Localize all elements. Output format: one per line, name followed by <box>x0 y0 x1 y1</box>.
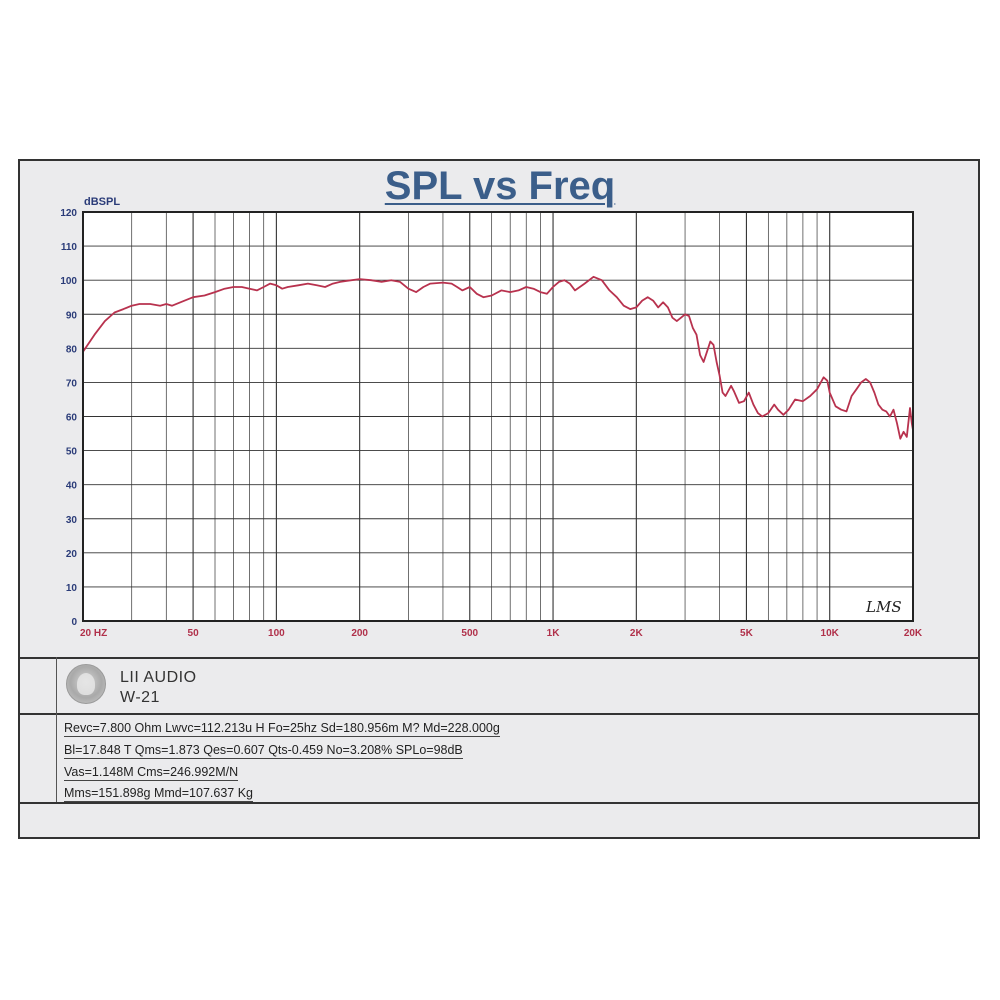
brand-name: LII AUDIO <box>120 669 197 686</box>
y-axis-label: dBSPL <box>84 196 121 208</box>
x-tick-label: 20 HZ <box>80 628 107 639</box>
brand-row <box>18 657 980 715</box>
x-tick-label: 500 <box>461 628 478 639</box>
x-tick-label: 200 <box>351 628 368 639</box>
y-tick-label: 30 <box>66 515 78 526</box>
param-line-4: Mms=151.898g Mmd=107.637 Kg <box>64 786 254 802</box>
brand-logo-icon <box>66 664 106 704</box>
x-tick-label: 50 <box>188 628 200 639</box>
y-tick-label: 40 <box>66 481 78 492</box>
param-line-1: Revc=7.800 Ohm Lwvc=112.213u H Fo=25hz S… <box>64 721 500 737</box>
x-tick-label: 10K <box>821 628 840 639</box>
plot-frame <box>82 211 914 622</box>
x-tick-label: 1K <box>547 628 561 639</box>
spl-curve <box>82 275 914 440</box>
y-tick-label: 0 <box>71 617 77 628</box>
spl-chart: 0 10 20 30 40 50 60 70 80 90 100 110 120 20 HZ 50 100 20… <box>60 208 923 639</box>
y-tick-label: 100 <box>60 276 77 287</box>
param-line-3: Vas=1.148M Cms=246.992M/N <box>64 765 239 781</box>
y-tick-label: 10 <box>66 583 78 594</box>
param-line-2: Bl=17.848 T Qms=1.873 Qes=0.607 Qts-0.45… <box>64 743 463 759</box>
y-tick-label: 60 <box>66 413 78 424</box>
lms-watermark: LMS <box>865 598 902 616</box>
y-tick-label: 80 <box>66 344 78 355</box>
x-tick-label: 100 <box>268 628 285 639</box>
axis-ticks: 0 10 20 30 40 50 60 70 80 90 100 110 120 20 HZ 50 100 20… <box>60 208 923 639</box>
params-bottom-rule <box>18 802 980 804</box>
y-tick-label: 20 <box>66 549 78 560</box>
left-column-divider <box>56 657 57 803</box>
y-tick-label: 90 <box>66 310 78 321</box>
y-tick-label: 70 <box>66 378 78 389</box>
y-tick-label: 50 <box>66 447 78 458</box>
series-layer <box>82 275 914 440</box>
x-tick-label: 5K <box>740 628 754 639</box>
x-tick-label: 2K <box>630 628 644 639</box>
y-tick-label: 110 <box>61 242 78 253</box>
chart-title: SPL vs Freq <box>384 164 616 208</box>
y-tick-label: 120 <box>60 208 77 219</box>
x-tick-label: 20K <box>904 628 923 639</box>
model-name: W-21 <box>120 689 160 706</box>
